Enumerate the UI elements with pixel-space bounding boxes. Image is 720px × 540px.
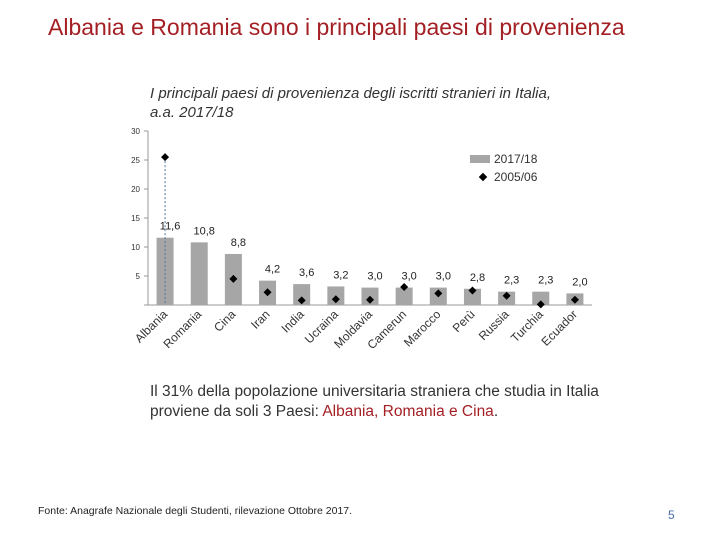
diamond-marker xyxy=(161,153,170,162)
y-tick-label: 20 xyxy=(131,185,140,194)
y-tick-label: 15 xyxy=(131,214,140,223)
diamond-marker xyxy=(297,296,306,305)
y-tick-label: 10 xyxy=(131,243,140,252)
body-text-highlight: Albania, Romania e Cina xyxy=(322,403,494,420)
chart-title: I principali paesi di provenienza degli … xyxy=(150,85,552,121)
source-note: Fonte: Anagrafe Nazionale degli Studenti… xyxy=(38,505,353,517)
y-tick-label: 30 xyxy=(131,127,140,136)
body-text-suffix: . xyxy=(493,403,499,420)
legend-diamond-icon xyxy=(478,172,488,182)
diamond-marker xyxy=(536,300,545,309)
legend-item-2017: 2017/18 xyxy=(470,150,537,168)
diamond-marker xyxy=(468,286,477,295)
data-label: 3,0 xyxy=(436,271,451,283)
diamond-marker xyxy=(434,289,443,298)
data-label: 10,8 xyxy=(194,225,215,237)
y-tick-label: 5 xyxy=(136,272,141,281)
data-label: 4,2 xyxy=(265,264,280,276)
data-label: 8,8 xyxy=(231,237,246,249)
x-tick-label: Ecuador xyxy=(539,307,581,349)
diamond-marker xyxy=(263,288,272,297)
data-label: 3,0 xyxy=(367,271,382,283)
data-label: 2,0 xyxy=(572,276,587,288)
data-label: 3,6 xyxy=(299,267,314,279)
x-tick-label: India xyxy=(279,307,308,336)
body-text-prefix: Il 31% della popolazione universitaria s… xyxy=(150,383,599,420)
bar xyxy=(293,284,311,305)
x-tick-label: Romania xyxy=(160,307,204,351)
diamond-marker xyxy=(229,274,238,283)
y-tick-label: 25 xyxy=(131,156,140,165)
x-tick-label: Russia xyxy=(476,307,512,343)
x-tick-label: Perù xyxy=(450,307,478,335)
data-label: 2,8 xyxy=(470,272,485,284)
x-tick-label: Iran xyxy=(248,307,273,332)
diamond-marker xyxy=(331,295,340,304)
diamond-marker xyxy=(570,295,579,304)
page-number: 5 xyxy=(668,508,675,522)
bar xyxy=(156,237,174,305)
data-label: 11,6 xyxy=(160,221,181,233)
data-label: 2,3 xyxy=(538,275,553,287)
legend-item-2005: 2005/06 xyxy=(470,168,537,186)
x-tick-label: Marocco xyxy=(401,307,444,350)
bar xyxy=(532,291,550,305)
diamond-marker xyxy=(366,295,374,304)
slide-title: Albania e Romania sono i principali paes… xyxy=(48,14,625,40)
bar xyxy=(190,242,208,305)
diamond-marker xyxy=(400,283,409,292)
data-label: 2,3 xyxy=(504,275,519,287)
chart-legend: 2017/18 2005/06 xyxy=(470,150,537,186)
legend-label-2017: 2017/18 xyxy=(494,152,538,166)
legend-bar-swatch xyxy=(470,155,490,163)
data-label: 3,2 xyxy=(333,269,348,281)
data-label: 3,0 xyxy=(402,271,417,283)
bar xyxy=(463,288,481,305)
bar xyxy=(395,287,413,305)
bar-chart: 5101520253011,6Albania10,8Romania8,8Cina… xyxy=(131,127,592,352)
body-text: Il 31% della popolazione universitaria s… xyxy=(150,382,620,422)
diamond-marker xyxy=(502,291,511,300)
x-tick-label: Cina xyxy=(211,307,239,335)
legend-label-2005: 2005/06 xyxy=(494,170,538,184)
